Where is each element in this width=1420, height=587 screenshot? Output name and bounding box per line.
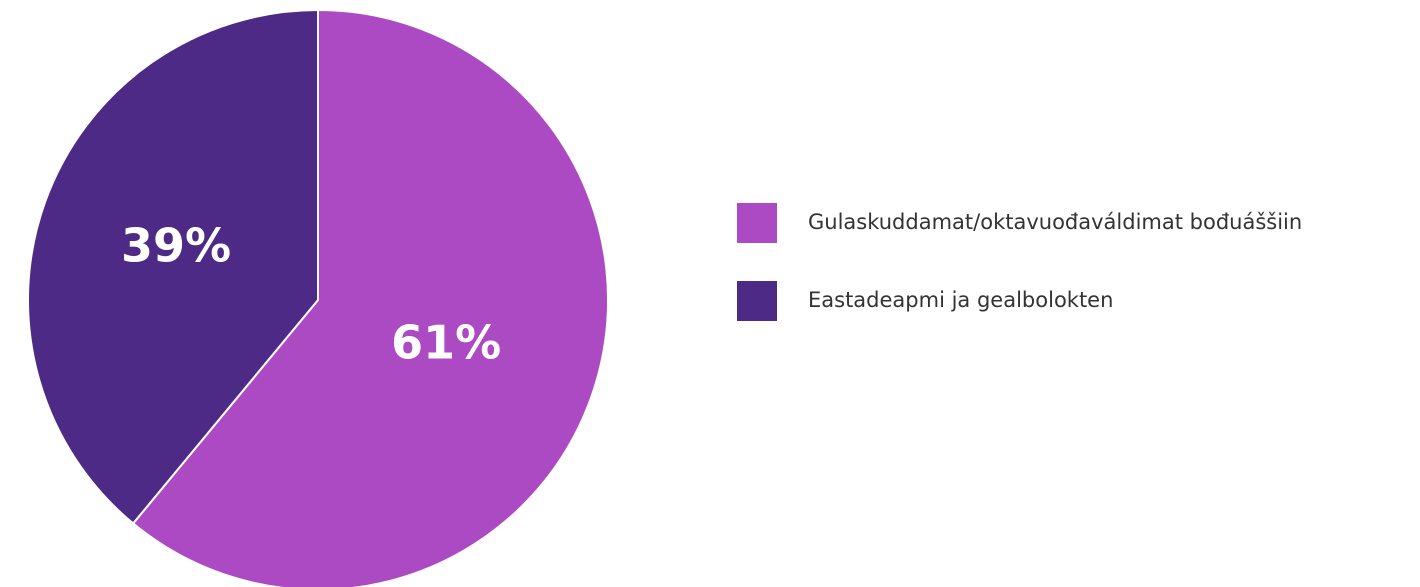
legend-swatch xyxy=(737,203,777,243)
data-label: 39% xyxy=(121,218,231,272)
pie-slice xyxy=(27,8,319,525)
legend-label: Eastadeapmi ja gealbolokten xyxy=(808,288,1113,312)
data-label: 61% xyxy=(391,316,501,370)
legend-swatch xyxy=(737,281,777,321)
legend-label: Gulaskuddamat/oktavuođaváldimat bođuášši… xyxy=(808,210,1302,234)
pie-slice xyxy=(131,8,609,587)
